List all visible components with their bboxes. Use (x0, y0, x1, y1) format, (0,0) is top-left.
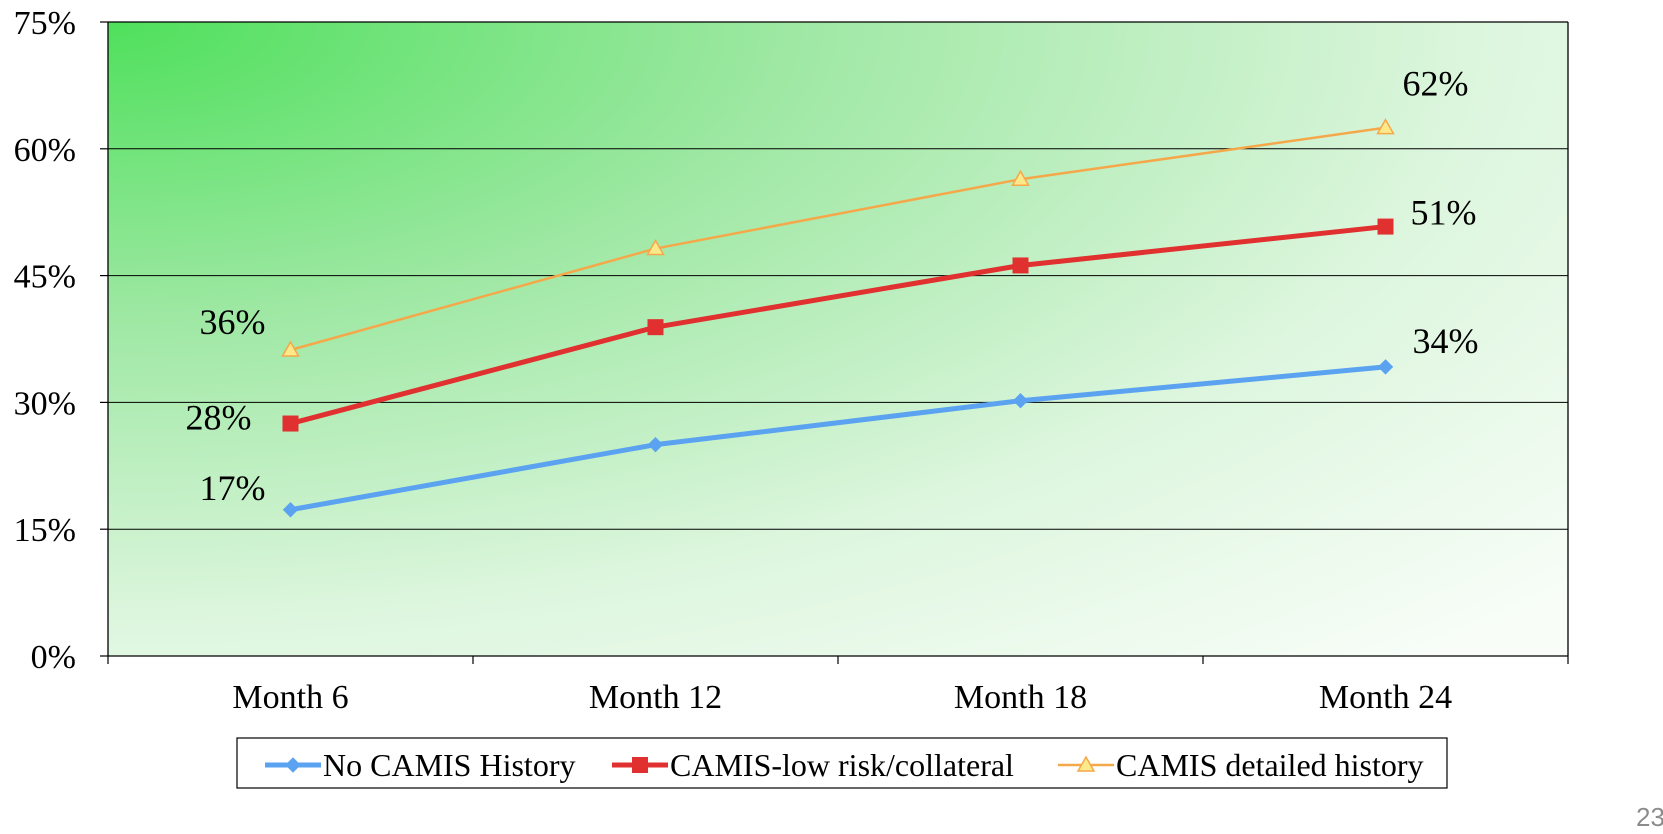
data-point-triangle (281, 340, 300, 357)
data-point-square (632, 757, 648, 773)
data-point-square (647, 319, 664, 336)
data-point-triangle (646, 239, 665, 256)
data-point-diamond (285, 757, 301, 773)
legend-entry: CAMIS-low risk/collateral (612, 747, 1014, 783)
legend-entry: No CAMIS History (265, 747, 575, 783)
data-label: 17% (200, 468, 266, 508)
legend-label: No CAMIS History (323, 747, 575, 783)
y-tick-label: 60% (14, 132, 76, 169)
legend: No CAMIS History CAMIS-low risk/collatera… (236, 737, 1448, 789)
data-labels: 17% 34% 28% 51% 36% 62% (186, 64, 1479, 508)
data-label: 28% (186, 398, 252, 438)
data-label: 62% (1403, 64, 1469, 104)
legend-entry: CAMIS detailed history (1058, 747, 1424, 783)
series-triangle (281, 118, 1395, 357)
data-point-square (282, 415, 299, 432)
series-line (289, 224, 1386, 426)
y-tick-label: 15% (14, 512, 76, 549)
data-point-triangle (1076, 755, 1096, 772)
axes: 0% 15% 30% 45% 60% 75% Month 6 Month 12 Month 18… (14, 5, 1569, 716)
data-point-triangle (1011, 169, 1030, 186)
x-tick-label: Month 12 (589, 679, 722, 716)
y-tick-label: 45% (14, 259, 76, 296)
series-lines (281, 118, 1395, 518)
y-tick-label: 75% (14, 5, 76, 42)
series-square (282, 218, 1394, 432)
data-point-diamond (647, 436, 664, 453)
data-label: 36% (200, 302, 266, 342)
data-point-triangle (1376, 118, 1395, 135)
data-label: 51% (1411, 193, 1477, 233)
plot-area (108, 22, 1568, 656)
y-tick-label: 30% (14, 385, 76, 422)
y-tick-label: 0% (31, 639, 76, 676)
data-label: 34% (1413, 321, 1479, 361)
legend-label: CAMIS detailed history (1116, 747, 1424, 783)
data-point-diamond (1012, 393, 1029, 409)
x-tick-label: Month 6 (232, 679, 348, 716)
series-diamond (282, 359, 1394, 518)
data-point-diamond (282, 502, 299, 518)
data-point-square (1012, 257, 1029, 274)
data-point-diamond (1377, 359, 1394, 375)
legend-box (236, 737, 1448, 789)
x-tick-label: Month 24 (1319, 679, 1452, 716)
gridlines (108, 21, 1568, 530)
data-point-square (1377, 218, 1394, 235)
series-line (290, 126, 1386, 352)
legend-label: CAMIS-low risk/collateral (670, 747, 1014, 783)
x-tick-label: Month 18 (954, 679, 1087, 716)
page-number: 23 (1636, 802, 1663, 829)
series-line (290, 364, 1386, 513)
